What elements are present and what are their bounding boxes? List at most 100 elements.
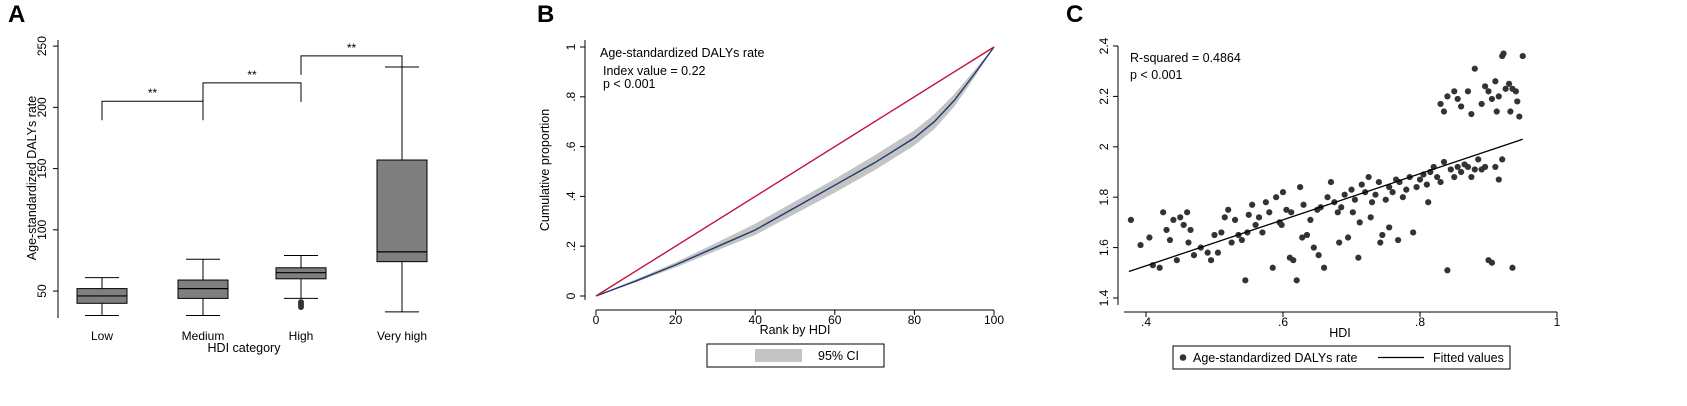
panel-c-data-point (1413, 184, 1420, 191)
panel-b-y-tick-label: .2 (564, 241, 578, 251)
panel-c-data-point (1334, 209, 1341, 216)
panel-c-data-point (1502, 85, 1509, 92)
panel-c-data-point (1423, 181, 1430, 188)
panel-c-data-point (1379, 231, 1386, 239)
panel-a-y-tick-label: 100 (35, 219, 49, 239)
panel-b-equality-line (595, 46, 995, 297)
panel-c-data-point (1485, 88, 1492, 95)
panel-c-data-point (1451, 173, 1458, 181)
panel-b-legend-ci-label: 95% CI (818, 349, 859, 363)
panel-c-data-point (1279, 189, 1287, 196)
panel-a-significance-label: ** (247, 68, 257, 82)
panel-b-concentration-curve (595, 46, 995, 297)
panel-c-data-point (1127, 216, 1135, 223)
panel-c-data-point (1160, 209, 1167, 216)
panel-c-data-point (1451, 88, 1458, 95)
panel-a-x-tick-label: Low (91, 329, 113, 343)
panel-c-data-point (1507, 108, 1514, 115)
panel-c-data-point (1211, 231, 1218, 239)
panel-a-significance-label: ** (347, 41, 357, 55)
panel-c-letter: C (1066, 1, 1083, 28)
panel-b-y-tick-label: 0 (564, 292, 578, 299)
panel-c-data-point (1499, 156, 1506, 163)
panel-c-data-point (1166, 236, 1174, 244)
panel-c-data-point (1368, 199, 1376, 206)
panel-b-x-tick-label: 20 (669, 313, 683, 327)
panel-b-x-tick-label: 0 (593, 313, 600, 327)
panel-c-data-point (1516, 113, 1523, 120)
panel-c-y-tick-label: 2 (1097, 143, 1111, 150)
panel-c-x-tick-label: .6 (1278, 315, 1288, 329)
panel-b-letter: B (537, 1, 554, 28)
panel-a-significance-bracket (101, 100, 204, 121)
panel-c-x-tick-label: .8 (1415, 315, 1425, 329)
panel-b-annotation-index: Index value = 0.22 (603, 64, 706, 78)
panel-c-data-point (1310, 244, 1317, 251)
panel-c-data-point (1156, 264, 1163, 271)
panel-c-data-point (1464, 163, 1472, 171)
panel-c-data-point (1488, 259, 1496, 266)
panel-c-data-point (1399, 194, 1406, 201)
panel-c-data-point (1458, 103, 1465, 110)
panel-c-data-point (1336, 239, 1343, 246)
panel-c-data-point (1519, 52, 1526, 60)
panel-b-y-tick-label: 1 (564, 43, 578, 50)
panel-c-data-point (1492, 78, 1499, 85)
panel-c-data-point (1372, 191, 1379, 198)
panel-c-data-point (1471, 166, 1478, 173)
panel-a-significance-bracket (300, 55, 403, 75)
panel-c-data-point (1437, 178, 1444, 186)
panel-c-data-point (1238, 236, 1245, 244)
panel-c-legend-points-label: Age-standardized DALYs rate (1193, 351, 1357, 365)
panel-b-plot-area (595, 46, 995, 297)
panel-c-data-point (1341, 191, 1348, 198)
panel-c-data-point (1324, 194, 1331, 201)
panel-c-data-point (1242, 277, 1249, 284)
panel-c-data-point (1180, 221, 1187, 229)
panel-c-legend-fitted-label: Fitted values (1433, 351, 1504, 365)
box-iqr (376, 159, 428, 263)
panel-a-significance-label: ** (148, 86, 158, 100)
panel-c-data-point (1509, 264, 1516, 271)
panel-c-data-point (1177, 214, 1184, 221)
panel-c-data-point (1447, 166, 1454, 173)
panel-b: B 0 .2 .4 .6 .8 1 0 20 40 60 80 100 Cumulative prop… (537, 1, 1004, 368)
panel-c-data-point (1170, 216, 1177, 223)
panel-c-data-point (1505, 80, 1513, 87)
panel-b-y-axis-title: Cumulative proportion (538, 109, 552, 231)
panel-a-box-medium (177, 258, 229, 317)
panel-c-data-point (1146, 234, 1153, 241)
panel-c-data-point (1290, 257, 1297, 264)
panel-c-data-point (1492, 163, 1499, 171)
panel-c-ticks: 1.4 1.6 1.8 2 2.2 2.4 .4 .6 .8 1 (1097, 37, 1561, 329)
panel-c-data-point (1297, 184, 1304, 191)
panel-c-data-point (1440, 108, 1448, 115)
panel-a-significance-brackets: ** ** ** (101, 41, 403, 121)
panel-c-data-point (1231, 216, 1239, 223)
panel-c-data-point (1488, 95, 1496, 103)
panel-b-y-tick-label: .8 (564, 91, 578, 101)
panel-b-x-tick-label: 80 (908, 313, 922, 327)
panel-c-data-point (1218, 229, 1225, 236)
panel-c-data-point (1514, 98, 1521, 105)
panel-c-data-point (1389, 189, 1396, 196)
panel-c-annotation-p: p < 0.001 (1130, 68, 1183, 82)
panel-c-data-point (1471, 65, 1478, 72)
panel-b-x-tick-label: 100 (984, 313, 1004, 327)
panel-c-data-point (1367, 214, 1374, 221)
panel-c-data-point (1351, 196, 1359, 203)
panel-c-data-point (1365, 173, 1372, 181)
panel-c-data-point (1478, 100, 1485, 108)
panel-c-data-point (1207, 257, 1215, 264)
panel-a-x-tick-label: Very high (377, 329, 427, 343)
panel-c-data-point (1349, 209, 1356, 216)
panel-c-data-point (1454, 163, 1461, 171)
panel-a-x-tick-label: Medium (182, 329, 225, 343)
panel-b-legend-ci-swatch (755, 349, 802, 362)
panel-c-fitted-line (1128, 138, 1523, 273)
panel-c-data-point (1444, 267, 1451, 274)
panel-c-data-point (1228, 239, 1235, 246)
panel-a-y-ticks: 50 100 150 200 250 (35, 36, 58, 298)
panel-c-data-point (1495, 93, 1502, 100)
panel-a-box-high (275, 255, 327, 310)
